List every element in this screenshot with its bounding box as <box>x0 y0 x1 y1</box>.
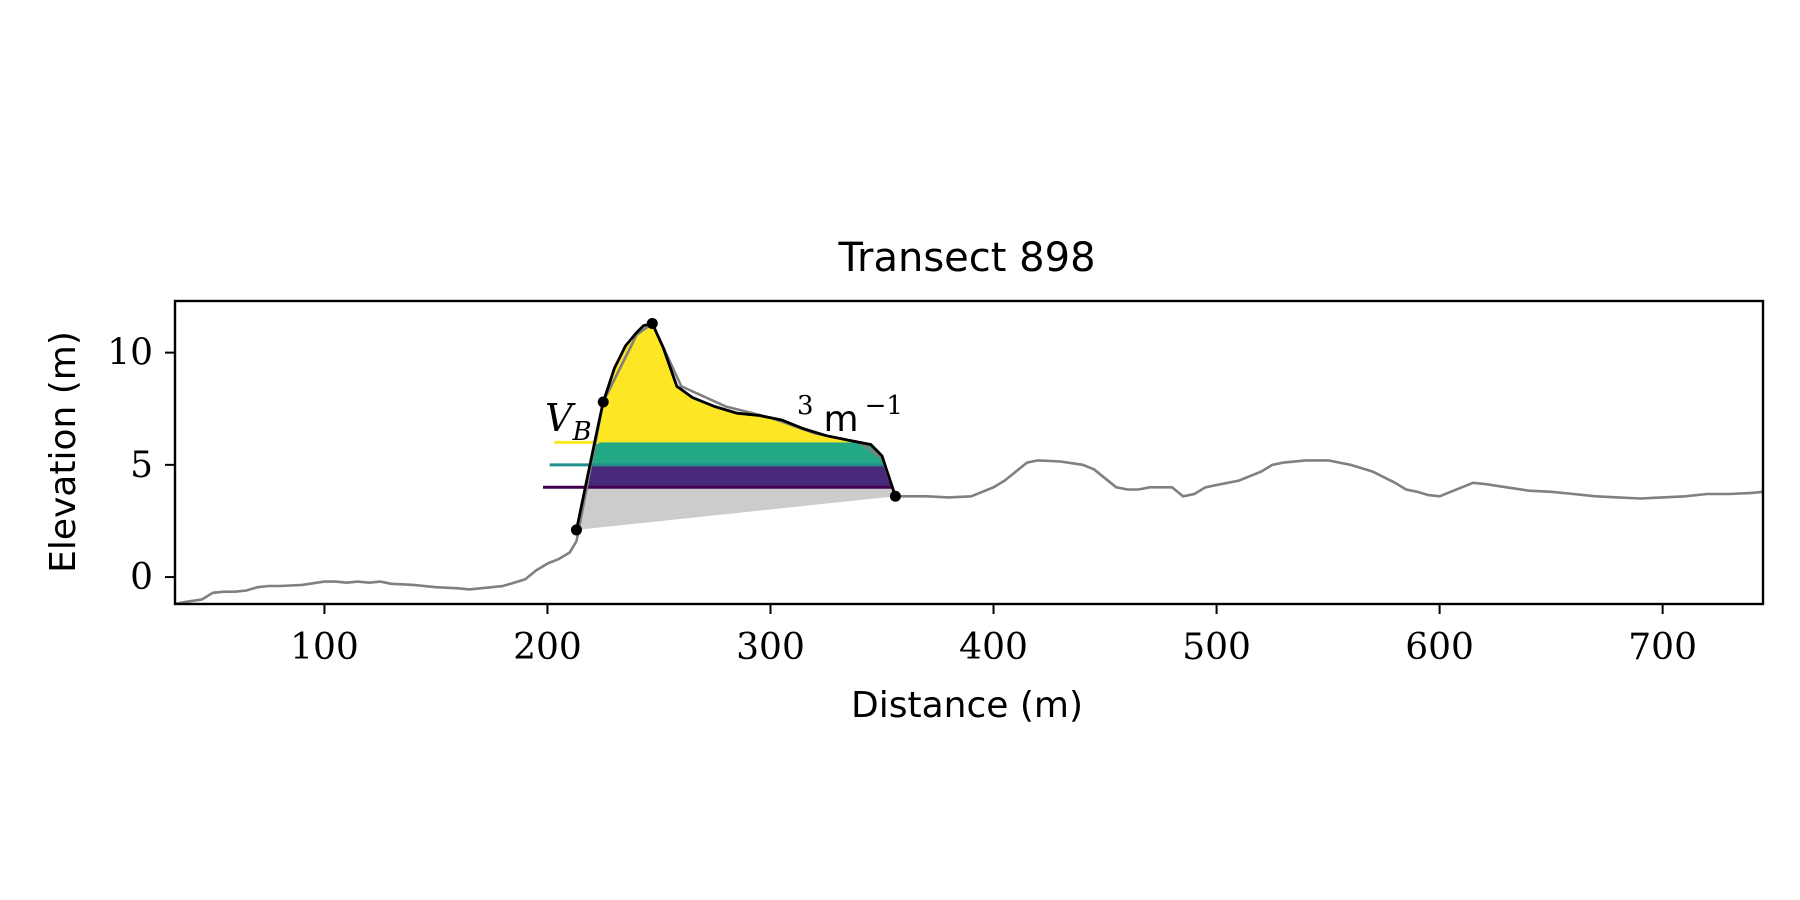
x-axis-ticks: 100 200 300 400 500 600 700 <box>290 604 1697 668</box>
volume-annotation: VB 3 m −1 <box>545 391 903 447</box>
dune-point-1 <box>597 396 609 408</box>
dune-points <box>570 317 901 536</box>
axes-frame <box>173 299 1765 606</box>
band-high-fill <box>595 323 859 443</box>
elevation-profile-line <box>175 321 1763 604</box>
y-axis-ticks: 0 5 10 <box>107 333 175 598</box>
annotation-v: V <box>545 396 576 440</box>
chart-title: Transect 898 <box>837 235 1095 281</box>
x-axis-label: Distance (m) <box>851 685 1083 726</box>
dune-point-2 <box>646 317 658 329</box>
y-tick-label: 0 <box>130 557 153 598</box>
dune-point-3 <box>889 490 901 502</box>
y-axis-label: Elevation (m) <box>43 331 84 573</box>
band-low-fill <box>585 464 893 488</box>
band-mid-fill <box>591 442 885 465</box>
dune-point-0 <box>570 524 582 536</box>
annotation-exp-neg1: −1 <box>865 391 903 421</box>
x-tick-label: 600 <box>1405 627 1474 668</box>
x-tick-label: 200 <box>513 627 582 668</box>
x-tick-label: 700 <box>1628 627 1697 668</box>
annotation-exp3: 3 <box>797 391 814 421</box>
plot-area <box>175 317 1763 604</box>
y-tick-label: 5 <box>130 445 153 486</box>
x-tick-label: 300 <box>736 627 805 668</box>
x-tick-label: 500 <box>1182 627 1251 668</box>
x-tick-label: 100 <box>290 627 359 668</box>
x-tick-label: 400 <box>959 627 1028 668</box>
annotation-b: B <box>571 417 591 447</box>
dune-outline-line <box>575 321 897 531</box>
annotation-unit: m <box>824 399 859 440</box>
y-tick-label: 10 <box>107 333 153 374</box>
